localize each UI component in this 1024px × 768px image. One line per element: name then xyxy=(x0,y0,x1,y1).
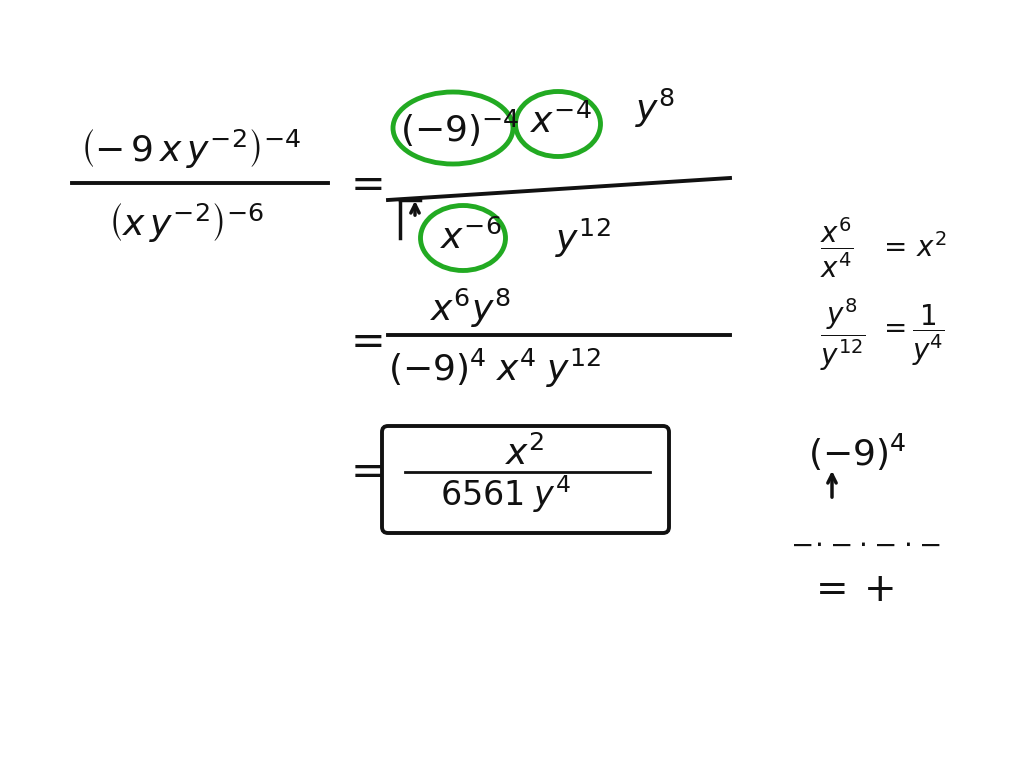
Text: $x^{-4}$: $x^{-4}$ xyxy=(530,104,592,140)
Text: $y^{12}$: $y^{12}$ xyxy=(555,217,610,260)
Text: $=+$: $=+$ xyxy=(808,571,894,609)
Text: $x^6 y^8$: $x^6 y^8$ xyxy=(430,286,510,329)
Text: $6561\;y^4$: $6561\;y^4$ xyxy=(439,473,570,515)
Text: $=$: $=$ xyxy=(342,319,383,361)
FancyBboxPatch shape xyxy=(382,426,669,533)
Text: $y^8$: $y^8$ xyxy=(635,87,675,130)
Text: $\left(-\,9\,x\,y^{-2}\right)^{-4}$: $\left(-\,9\,x\,y^{-2}\right)^{-4}$ xyxy=(80,126,301,170)
Text: $(-9)^4\;x^4\;y^{12}$: $(-9)^4\;x^4\;y^{12}$ xyxy=(388,346,601,389)
Text: $x^{-6}$: $x^{-6}$ xyxy=(440,220,502,256)
Text: $=\,x^2$: $=\,x^2$ xyxy=(878,233,946,263)
Text: $\left(x\,y^{-2}\right)^{-6}$: $\left(x\,y^{-2}\right)^{-6}$ xyxy=(108,200,264,244)
Text: $\dfrac{y^8}{y^{12}}$: $\dfrac{y^8}{y^{12}}$ xyxy=(820,296,866,373)
Text: $x^2$: $x^2$ xyxy=(505,436,545,472)
Text: $=$: $=$ xyxy=(342,162,383,204)
Text: $=\dfrac{1}{y^4}$: $=\dfrac{1}{y^4}$ xyxy=(878,303,945,368)
Text: $-\!\cdot\!-\!\cdot\!-\!\cdot\!-$: $-\!\cdot\!-\!\cdot\!-\!\cdot\!-$ xyxy=(790,531,941,559)
Text: $=$: $=$ xyxy=(342,449,383,491)
Text: $(-9)^{-4}$: $(-9)^{-4}$ xyxy=(400,108,519,148)
Text: $(-9)^4$: $(-9)^4$ xyxy=(808,432,906,472)
Text: $\dfrac{x^6}{x^4}$: $\dfrac{x^6}{x^4}$ xyxy=(820,216,854,280)
